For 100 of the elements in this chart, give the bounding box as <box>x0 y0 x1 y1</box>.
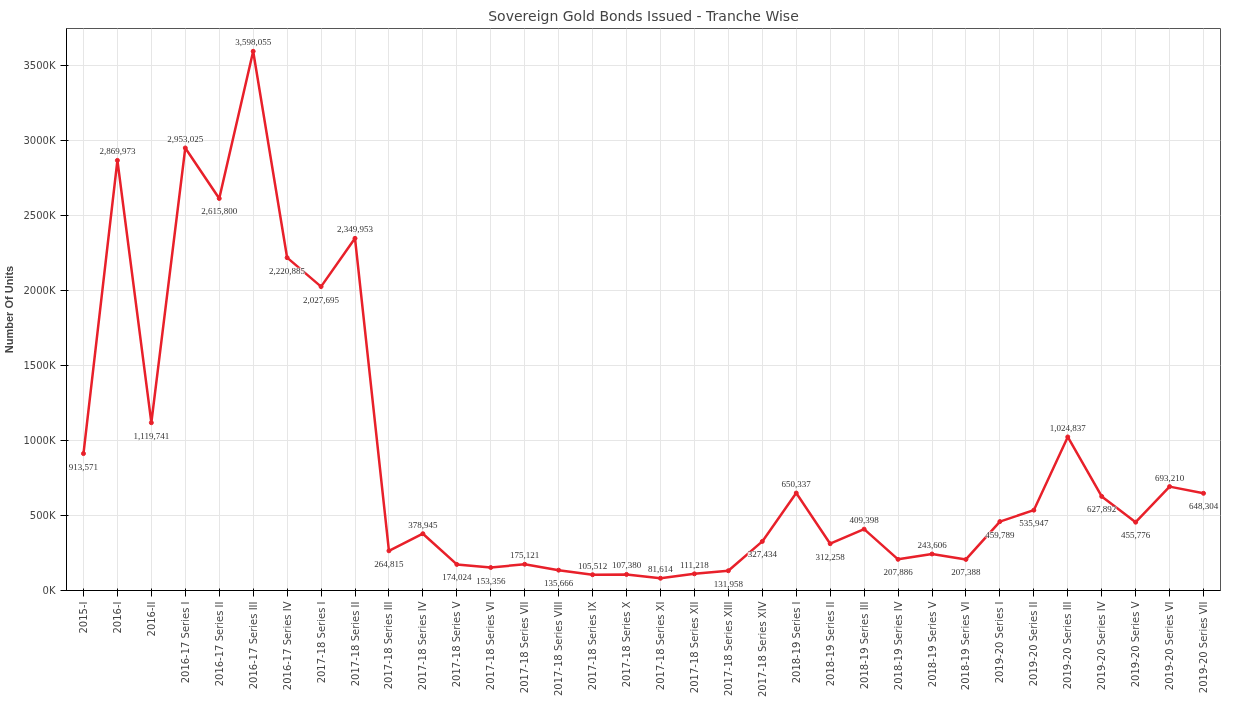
point <box>1031 507 1037 513</box>
x-tick-label: 2018-19 Series IV <box>892 601 904 691</box>
data-label: 2,349,953 <box>337 224 374 235</box>
point <box>114 157 120 163</box>
y-tick-label: 2500K <box>23 210 56 222</box>
point <box>1201 490 1207 496</box>
x-tick-label: 2017-18 Series IV <box>417 601 429 691</box>
x-tick-label: 2016-17 Series IV <box>281 601 293 691</box>
data-label: 175,121 <box>510 550 540 561</box>
data-label: 2,220,885 <box>269 265 306 276</box>
data-label: 378,945 <box>408 519 439 530</box>
point <box>691 571 697 577</box>
x-tick-label: 2017-18 Series VII <box>519 601 531 694</box>
data-label: 627,892 <box>1087 504 1117 515</box>
x-tick-label: 2017-18 Series IX <box>587 601 599 691</box>
data-label: 131,958 <box>713 578 744 589</box>
point <box>522 561 528 567</box>
point <box>216 195 222 201</box>
x-tick-label: 2017-18 Series XIII <box>722 601 734 697</box>
x-tick-label: 2016-II <box>145 601 157 637</box>
data-label: 312,258 <box>815 551 846 562</box>
data-label: 327,434 <box>747 549 778 560</box>
point <box>80 451 86 457</box>
y-tick-label: 1500K <box>23 360 56 372</box>
x-tick-label: 2016-17 Series III <box>247 601 259 690</box>
x-tick-label: 2017-18 Series X <box>621 601 633 688</box>
y-tick-label: 3000K <box>23 135 56 147</box>
chart-title: Sovereign Gold Bonds Issued - Tranche Wise <box>488 7 799 24</box>
point <box>759 538 765 544</box>
point <box>793 490 799 496</box>
x-tick-label: 2018-19 Series VI <box>960 601 972 691</box>
point <box>827 541 833 547</box>
data-label: 2,027,695 <box>303 294 340 305</box>
x-tick-label: 2017-18 Series XIV <box>756 601 768 698</box>
data-label: 207,886 <box>883 567 914 578</box>
x-tick-label: 2017-18 Series VIII <box>553 601 565 697</box>
data-label: 207,388 <box>951 567 982 578</box>
data-label: 81,614 <box>648 564 674 575</box>
data-label: 693,210 <box>1154 472 1185 483</box>
point <box>556 567 562 573</box>
data-label: 455,776 <box>1121 530 1151 541</box>
point <box>963 556 969 562</box>
data-label: 648,304 <box>1188 501 1219 512</box>
data-label: 913,571 <box>68 461 99 472</box>
data-label: 459,789 <box>985 529 1016 540</box>
point <box>1065 434 1071 440</box>
x-tick-label: 2018-19 Series III <box>858 601 870 690</box>
point <box>352 235 358 241</box>
y-axis-title: Number Of Units <box>3 265 16 354</box>
x-tick-label: 2018-19 Series II <box>824 601 836 687</box>
point <box>420 531 426 537</box>
data-label: 111,218 <box>680 559 710 570</box>
y-tick-label: 500K <box>29 510 56 522</box>
point <box>929 551 935 557</box>
point <box>861 526 867 532</box>
data-label: 135,666 <box>544 578 574 589</box>
x-tick-label: 2017-18 Series III <box>383 601 395 690</box>
x-tick-label: 2019-20 Series I <box>994 601 1006 684</box>
x-tick-label: 2019-20 Series III <box>1062 601 1074 690</box>
x-tick-label: 2016-17 Series I <box>179 601 191 684</box>
data-label: 1,119,741 <box>133 430 170 441</box>
x-tick-label: 2018-19 Series I <box>790 601 802 684</box>
point <box>386 548 392 554</box>
x-tick-label: 2017-18 Series I <box>315 601 327 684</box>
point <box>590 572 596 578</box>
point <box>182 145 188 151</box>
point <box>1099 493 1105 499</box>
point <box>250 48 256 54</box>
x-tick-label: 2017-18 Series V <box>451 601 463 688</box>
data-label: 650,337 <box>781 479 812 490</box>
data-label: 3,598,055 <box>235 37 272 48</box>
x-tick-label: 2016-I <box>111 601 123 634</box>
x-tick-label: 2017-18 Series VI <box>485 601 497 691</box>
data-label: 409,398 <box>849 515 880 526</box>
point <box>148 420 154 426</box>
x-tick-label: 2017-18 Series II <box>349 601 361 687</box>
x-tick-label: 2019-20 Series II <box>1028 601 1040 687</box>
data-label: 107,380 <box>611 560 642 571</box>
data-label: 2,869,973 <box>99 146 136 157</box>
point <box>997 519 1003 525</box>
point <box>1167 484 1173 490</box>
data-label: 535,947 <box>1019 518 1049 529</box>
x-tick-label: 2017-18 Series XII <box>688 601 700 694</box>
data-label: 153,356 <box>476 575 506 586</box>
y-tick-label: 0K <box>42 585 56 596</box>
x-tick-label: 2019-20 Series VII <box>1198 601 1210 694</box>
data-label: 1,024,837 <box>1049 422 1087 433</box>
point <box>454 561 460 567</box>
x-tick-label: 2018-19 Series V <box>926 601 938 688</box>
point <box>284 255 290 261</box>
data-label: 2,953,025 <box>167 133 204 144</box>
data-label: 2,615,800 <box>201 206 238 217</box>
point <box>725 568 731 574</box>
point <box>488 565 494 571</box>
y-tick-label: 2000K <box>23 285 56 297</box>
y-tick-label: 1000K <box>23 435 56 447</box>
data-label: 243,606 <box>917 539 948 550</box>
point <box>318 284 324 290</box>
x-tick-label: 2019-20 Series V <box>1130 601 1142 688</box>
data-label: 105,512 <box>577 560 608 571</box>
